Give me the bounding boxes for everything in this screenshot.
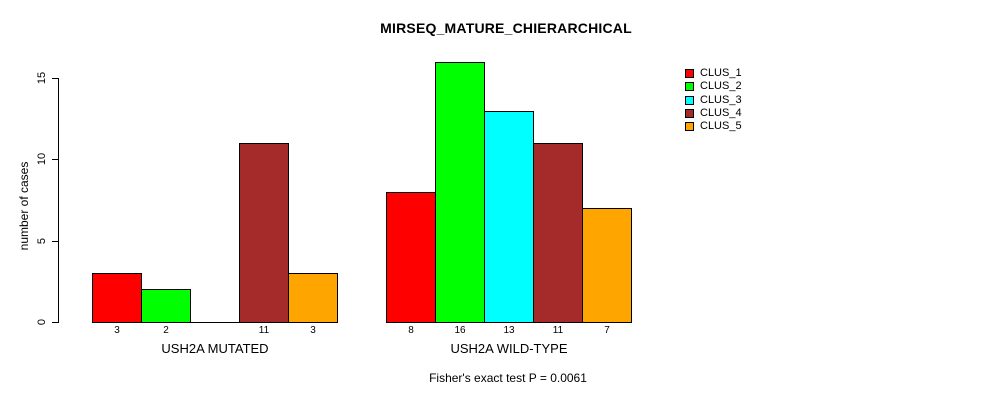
bar-value-label: 8 bbox=[408, 325, 414, 336]
legend-row: CLUS_4 bbox=[685, 108, 742, 119]
bar bbox=[386, 192, 436, 323]
legend-swatch-clus_5 bbox=[685, 122, 694, 131]
zero-height-bar bbox=[190, 322, 240, 323]
legend-row: CLUS_3 bbox=[685, 95, 742, 106]
y-tick-label: 10 bbox=[36, 152, 48, 166]
legend-swatch-clus_1 bbox=[685, 69, 694, 78]
footnote-text: Fisher's exact test P = 0.0061 bbox=[429, 371, 587, 385]
chart-title: MIRSEQ_MATURE_CHIERARCHICAL bbox=[380, 20, 632, 36]
y-axis-line bbox=[58, 78, 59, 323]
legend-label: CLUS_1 bbox=[700, 67, 742, 79]
legend-label: CLUS_2 bbox=[700, 80, 742, 92]
bar-value-label: 13 bbox=[503, 325, 515, 336]
group-label: USH2A MUTATED bbox=[161, 341, 269, 356]
y-tick-label: 5 bbox=[36, 237, 48, 245]
bar bbox=[484, 111, 534, 323]
bar bbox=[239, 143, 289, 323]
bar bbox=[92, 273, 142, 323]
legend-row: CLUS_5 bbox=[685, 121, 742, 132]
legend-swatch-clus_4 bbox=[685, 109, 694, 118]
legend-label: CLUS_4 bbox=[700, 107, 742, 119]
bar-value-label: 16 bbox=[454, 325, 466, 336]
bar-value-label: 11 bbox=[258, 325, 270, 336]
bar bbox=[435, 62, 485, 323]
bar bbox=[141, 289, 191, 323]
legend-label: CLUS_3 bbox=[700, 94, 742, 106]
y-tick bbox=[52, 322, 58, 323]
y-tick-label: 15 bbox=[36, 71, 48, 85]
y-tick bbox=[52, 159, 58, 160]
legend-row: CLUS_2 bbox=[685, 81, 742, 92]
legend-swatch-clus_2 bbox=[685, 82, 694, 91]
bar-value-label: 3 bbox=[114, 325, 120, 336]
bar-value-label: 3 bbox=[310, 325, 316, 336]
bar-value-label: 11 bbox=[552, 325, 564, 336]
y-axis-label: number of cases bbox=[17, 161, 31, 251]
bar bbox=[533, 143, 583, 323]
legend-swatch-clus_3 bbox=[685, 96, 694, 105]
bar-value-label: 2 bbox=[163, 325, 169, 336]
bar bbox=[288, 273, 338, 323]
y-tick bbox=[52, 78, 58, 79]
legend-row: CLUS_1 bbox=[685, 68, 742, 79]
bar bbox=[582, 208, 632, 323]
legend-label: CLUS_5 bbox=[700, 120, 742, 132]
y-tick bbox=[52, 241, 58, 242]
bar-value-label: 7 bbox=[604, 325, 610, 336]
y-tick-label: 0 bbox=[36, 318, 48, 326]
group-label: USH2A WILD-TYPE bbox=[450, 341, 568, 356]
